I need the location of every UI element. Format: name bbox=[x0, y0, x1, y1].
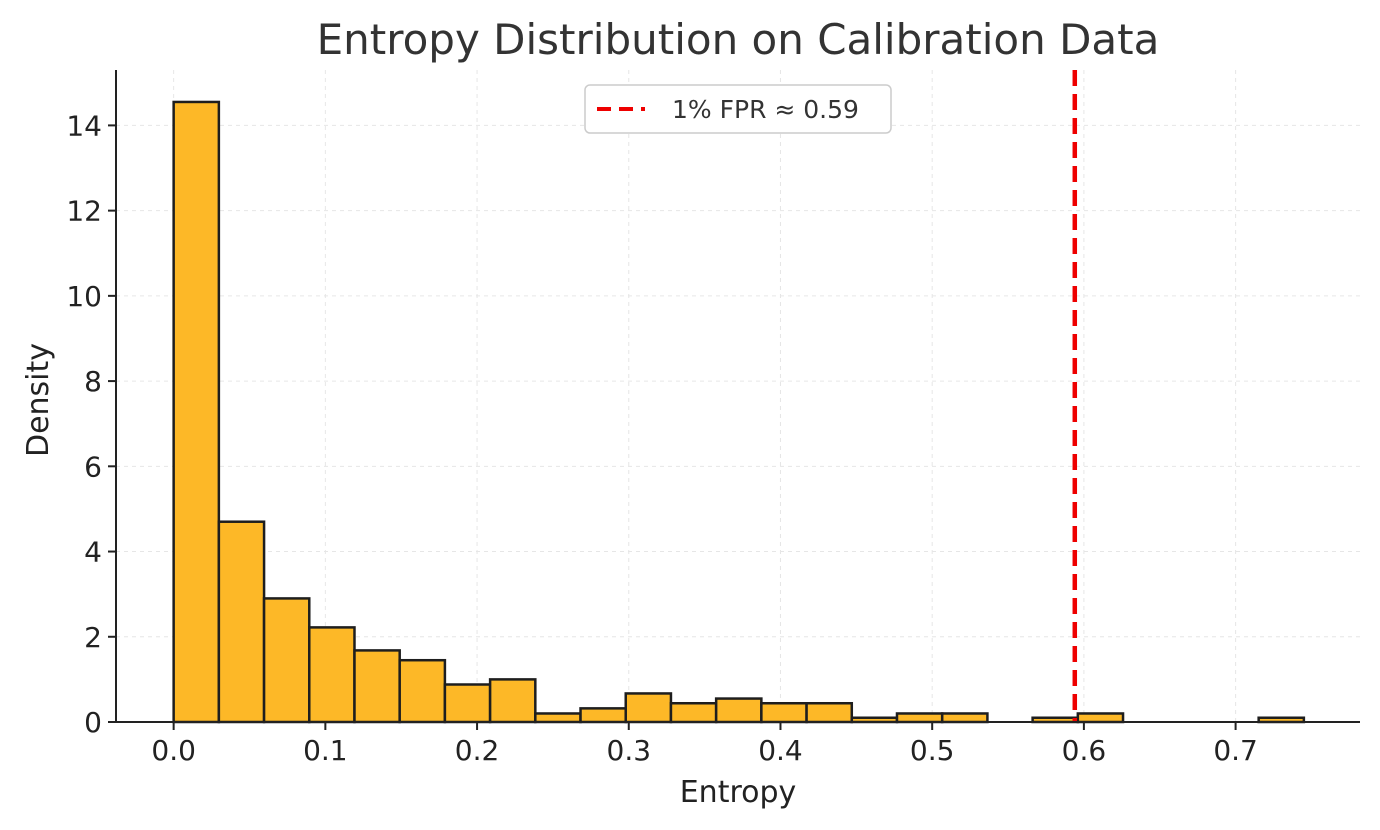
y-tick-label: 0 bbox=[84, 706, 102, 739]
y-tick-label: 14 bbox=[66, 109, 102, 142]
histogram-bar bbox=[217, 520, 266, 724]
histogram-bar bbox=[488, 678, 537, 724]
y-tick-label: 8 bbox=[84, 365, 102, 398]
x-axis-label: Entropy bbox=[680, 775, 797, 810]
x-tick-label: 0.1 bbox=[303, 734, 348, 767]
y-tick-label: 12 bbox=[66, 195, 102, 228]
y-tick-label: 10 bbox=[66, 280, 102, 313]
y-tick-label: 6 bbox=[84, 450, 102, 483]
histogram-bar bbox=[353, 649, 401, 724]
x-tick-label: 0.4 bbox=[758, 734, 803, 767]
y-tick-label: 4 bbox=[84, 536, 102, 569]
histogram-bar bbox=[624, 692, 673, 724]
x-tick-label: 0.5 bbox=[910, 734, 955, 767]
histogram-bars bbox=[172, 100, 1306, 724]
histogram-bar bbox=[534, 712, 582, 724]
y-tick-label: 2 bbox=[84, 621, 102, 654]
chart-title: Entropy Distribution on Calibration Data bbox=[317, 15, 1160, 64]
histogram-bar bbox=[940, 712, 989, 724]
histogram-bar bbox=[760, 701, 808, 724]
axes bbox=[115, 70, 1360, 723]
y-axis-ticks: 0 2 4 6 8 10 12 14 bbox=[66, 109, 116, 739]
histogram-bar bbox=[398, 658, 447, 724]
x-tick-label: 0.3 bbox=[607, 734, 652, 767]
histogram-bar bbox=[443, 683, 492, 724]
histogram-bar bbox=[1076, 712, 1125, 724]
histogram-bar bbox=[714, 697, 763, 724]
x-axis-ticks: 0.0 0.1 0.2 0.3 0.4 0.5 0.6 0.7 bbox=[151, 722, 1258, 767]
x-tick-label: 0.6 bbox=[1062, 734, 1107, 767]
legend-label: 1% FPR ≈ 0.59 bbox=[672, 95, 859, 124]
legend: 1% FPR ≈ 0.59 bbox=[584, 84, 892, 134]
histogram-bar bbox=[262, 597, 311, 724]
histogram-bar bbox=[172, 100, 221, 724]
histogram-bar bbox=[895, 712, 944, 724]
histogram-bar bbox=[669, 701, 718, 724]
histogram-bar bbox=[805, 701, 854, 724]
legend-box bbox=[584, 84, 892, 134]
x-tick-label: 0.7 bbox=[1213, 734, 1258, 767]
x-tick-label: 0.0 bbox=[151, 734, 196, 767]
y-axis-label: Density bbox=[21, 343, 56, 457]
histogram-bar bbox=[579, 707, 627, 724]
histogram-bar bbox=[308, 626, 356, 724]
x-tick-label: 0.2 bbox=[455, 734, 500, 767]
